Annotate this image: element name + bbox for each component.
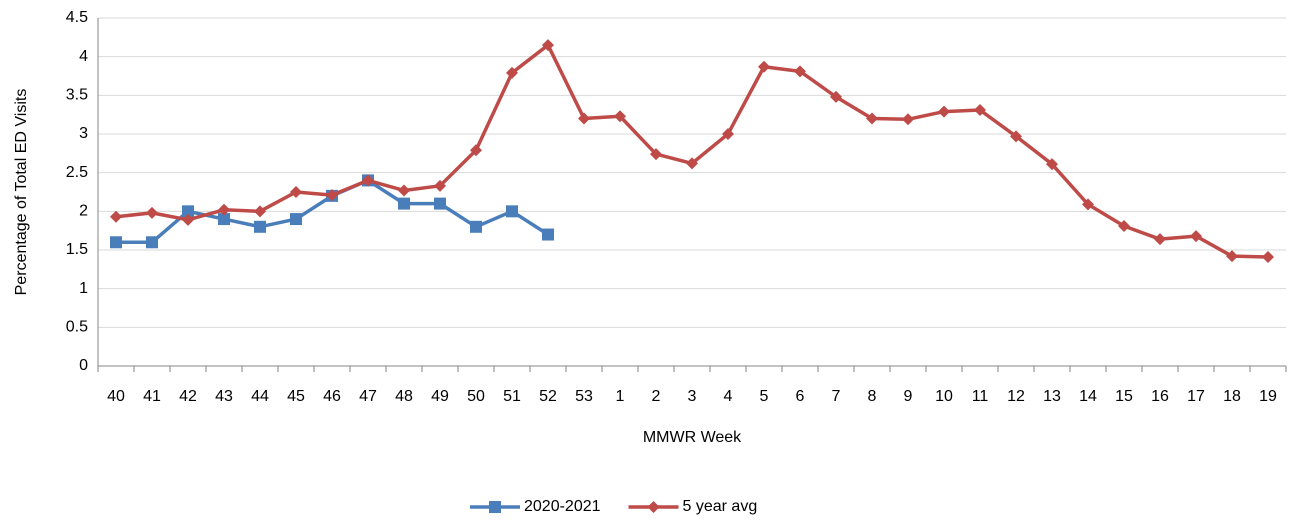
x-tick-label: 44 — [251, 388, 269, 405]
x-tick-label: 16 — [1151, 388, 1169, 405]
x-tick-label: 18 — [1223, 388, 1241, 405]
x-tick-label: 9 — [904, 388, 913, 405]
x-tick-label: 46 — [323, 388, 341, 405]
x-tick-label: 41 — [143, 388, 161, 405]
legend-marker — [489, 501, 501, 513]
x-tick-label: 43 — [215, 388, 233, 405]
x-tick-label: 45 — [287, 388, 305, 405]
data-point — [974, 104, 986, 117]
data-point — [434, 197, 446, 210]
data-point — [110, 236, 122, 249]
data-point — [902, 113, 914, 126]
data-point — [650, 148, 662, 161]
data-point — [506, 205, 518, 218]
data-point — [722, 128, 734, 140]
x-tick-label: 51 — [503, 388, 521, 405]
data-point — [434, 179, 446, 192]
x-tick-label: 1 — [616, 388, 625, 405]
data-point — [182, 205, 194, 218]
x-tick-label: 42 — [179, 388, 197, 405]
x-tick-label: 12 — [1007, 388, 1025, 405]
data-point — [1262, 250, 1274, 263]
series-line — [115, 43, 1269, 259]
data-point — [254, 220, 266, 233]
data-point — [866, 112, 878, 125]
x-tick-label: 5 — [760, 388, 769, 405]
data-point — [1154, 233, 1166, 246]
y-axis-title: Percentage of Total ED Visits — [13, 89, 30, 296]
data-point — [182, 213, 194, 226]
x-tick-label: 40 — [107, 388, 125, 405]
data-point — [218, 203, 230, 216]
x-tick-label: 15 — [1115, 388, 1133, 405]
data-point — [686, 157, 698, 170]
x-tick-label: 48 — [395, 388, 413, 405]
data-point — [146, 206, 158, 219]
x-tick-label: 13 — [1043, 388, 1061, 405]
y-tick-label: 0.5 — [66, 319, 88, 336]
y-tick-label: 2.5 — [66, 164, 88, 181]
data-point — [1226, 250, 1238, 263]
x-tick-label: 8 — [868, 388, 877, 405]
data-point — [326, 189, 338, 202]
data-point — [578, 112, 590, 125]
data-point — [470, 144, 482, 157]
data-point — [290, 213, 302, 226]
data-point — [506, 66, 518, 79]
data-point — [542, 39, 554, 52]
x-tick-label: 14 — [1079, 388, 1097, 405]
data-point — [398, 197, 410, 210]
data-point — [1082, 198, 1094, 211]
x-tick-label: 6 — [796, 388, 805, 405]
x-tick-label: 50 — [467, 388, 485, 405]
data-point — [146, 236, 158, 249]
x-tick-label: 53 — [575, 388, 593, 405]
x-tick-label: 49 — [431, 388, 449, 405]
y-tick-label: 3.5 — [66, 87, 88, 104]
data-point — [614, 110, 626, 123]
data-point — [1118, 220, 1130, 233]
x-axis-title: MMWR Week — [643, 429, 742, 446]
data-point — [1190, 230, 1202, 243]
y-tick-label: 1 — [79, 280, 88, 297]
legend-marker — [647, 501, 660, 513]
y-tick-label: 0 — [79, 357, 88, 374]
y-tick-label: 4.5 — [66, 9, 88, 26]
data-point — [758, 60, 770, 73]
data-point — [1010, 130, 1022, 143]
legend-label: 2020-2021 — [524, 498, 601, 515]
x-tick-label: 17 — [1187, 388, 1205, 405]
x-tick-label: 3 — [688, 388, 697, 405]
y-tick-label: 4 — [79, 48, 88, 65]
data-point — [254, 205, 266, 218]
data-point — [290, 186, 302, 198]
data-point — [1046, 158, 1058, 171]
y-tick-label: 3 — [79, 125, 88, 142]
legend-label: 5 year avg — [683, 498, 758, 515]
x-tick-label: 4 — [724, 388, 733, 405]
data-point — [794, 65, 806, 78]
data-point — [470, 220, 482, 233]
x-tick-label: 19 — [1259, 388, 1277, 405]
x-tick-label: 7 — [832, 388, 841, 405]
x-tick-label: 47 — [359, 388, 377, 405]
data-point — [110, 210, 122, 223]
x-tick-label: 2 — [652, 388, 661, 405]
data-point — [362, 174, 374, 187]
data-point — [830, 90, 842, 103]
data-point — [398, 184, 410, 197]
y-tick-label: 2 — [79, 203, 88, 220]
y-tick-label: 1.5 — [66, 241, 88, 258]
data-point — [938, 105, 950, 118]
x-tick-label: 52 — [539, 388, 557, 405]
x-tick-label: 11 — [972, 388, 989, 405]
data-point — [218, 213, 230, 226]
x-tick-label: 10 — [935, 388, 953, 405]
data-point — [542, 228, 554, 241]
